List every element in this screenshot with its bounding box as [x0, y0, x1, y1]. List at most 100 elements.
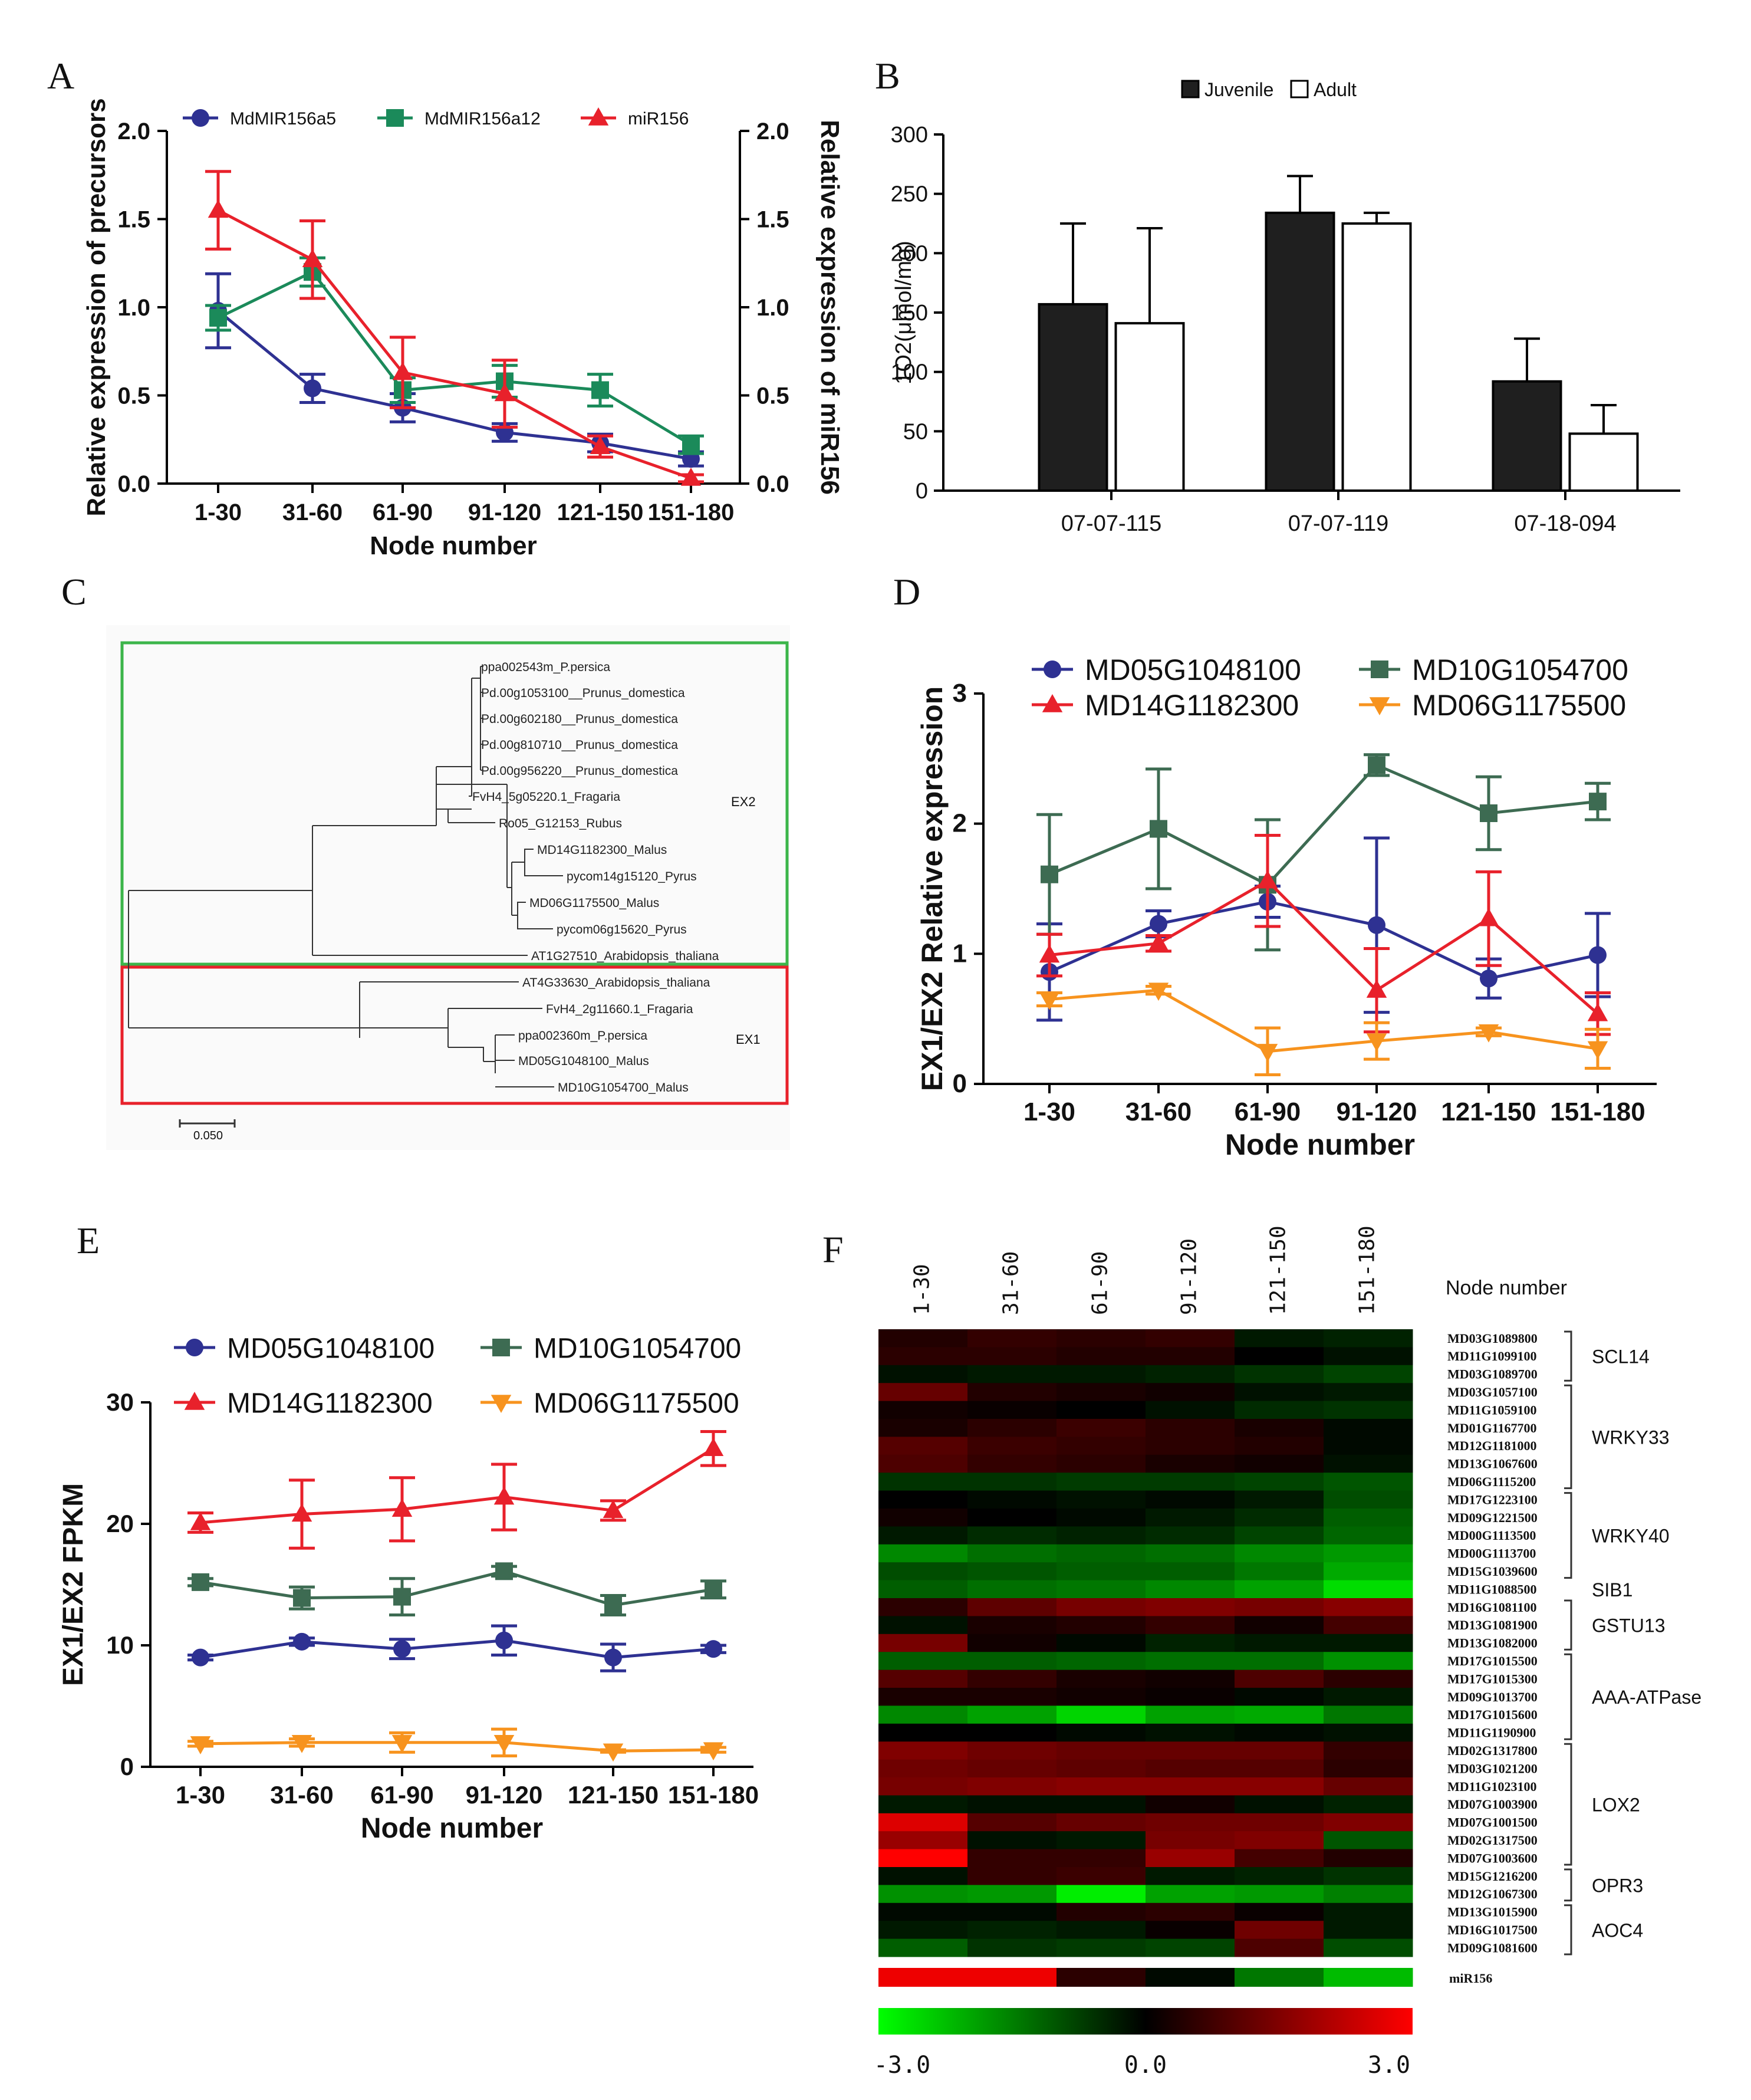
x-tick-label: 1-30 [1023, 1097, 1075, 1126]
legend-marker [492, 1339, 510, 1356]
data-point [1257, 870, 1278, 889]
heatmap-cell [1056, 1383, 1146, 1402]
row-label: MD13G1067600 [1447, 1457, 1538, 1471]
heatmap-cell [1056, 1867, 1146, 1885]
y-tick-label-right: 1.5 [756, 207, 789, 233]
heatmap-cell [1146, 1652, 1235, 1671]
data-point [682, 436, 700, 454]
heatmap-cell [878, 1831, 968, 1850]
series-MD14G1182300 [187, 1429, 726, 1550]
row-label: MD17G1015500 [1447, 1654, 1538, 1668]
group-bracket [1564, 1330, 1572, 1382]
mir-cell [878, 1968, 968, 1987]
group-label: LOX2 [1592, 1795, 1640, 1816]
series-line [200, 1741, 714, 1753]
mir-row-label: miR156 [1449, 1971, 1492, 1986]
mir-cell [967, 1968, 1057, 1987]
legend-label: MD14G1182300 [1085, 689, 1299, 722]
heatmap-cell [1324, 1902, 1413, 1921]
heatmap-cell [878, 1454, 968, 1473]
data-point [703, 1438, 724, 1457]
heatmap-cell [967, 1902, 1057, 1921]
heatmap-cell [1324, 1849, 1413, 1868]
data-point [1257, 1044, 1278, 1062]
y-axis-label: EX1/EX2 Relative expression [916, 686, 949, 1091]
heatmap-cell [1324, 1831, 1413, 1850]
heatmap-cell [878, 1688, 968, 1706]
group-bracket [1564, 1868, 1572, 1902]
heatmap-cell [1235, 1867, 1324, 1885]
heatmap-cell [878, 1634, 968, 1652]
row-label: MD09G1013700 [1447, 1690, 1538, 1704]
heatmap-cell [1146, 1383, 1235, 1402]
data-point [302, 249, 323, 268]
x-tick-label: 91-120 [466, 1781, 543, 1809]
bar-Adult [1114, 322, 1185, 492]
x-tick-label: 07-07-119 [1288, 511, 1388, 536]
heatmap-cell [1146, 1723, 1235, 1742]
heatmap-cell [967, 1473, 1057, 1491]
y-tick-label: 0 [916, 479, 928, 504]
legend-label: MD05G1048100 [227, 1333, 435, 1364]
heatmap-cell [1235, 1598, 1324, 1616]
data-point [1480, 804, 1497, 823]
leaf-label: pycom14g15120_Pyrus [567, 870, 697, 883]
heatmap-cell [1146, 1938, 1235, 1957]
heatmap-cell [878, 1921, 968, 1940]
heatmap-cell [1324, 1705, 1413, 1724]
leaf-label: Pd.00g810710__Prunus_domestica [481, 738, 678, 752]
heatmap-cell [1324, 1723, 1413, 1742]
heatmap-cell [967, 1329, 1057, 1348]
column-label: 151-180 [1355, 1225, 1380, 1315]
x-tick-label: 1-30 [176, 1781, 225, 1809]
group-bracket [1564, 1904, 1572, 1956]
heatmap-cell [1324, 1867, 1413, 1885]
data-point [392, 361, 413, 380]
y-tick-label: 250 [891, 182, 928, 207]
row-label: MD03G1089800 [1447, 1331, 1538, 1346]
data-point [705, 1640, 722, 1658]
panel-letter-A: A [47, 55, 74, 97]
data-point [291, 1735, 312, 1753]
heatmap-cell [1146, 1616, 1235, 1635]
data-point [494, 383, 515, 402]
heatmap-cell [1324, 1509, 1413, 1527]
data-point [293, 1589, 311, 1607]
tree-background [106, 625, 790, 1150]
x-tick-label: 121-150 [1441, 1097, 1536, 1126]
series-MD10G1054700 [1036, 753, 1611, 952]
panel-F-heatmap: 1-30 31-60 61-90 91-120 121-150 151-180 Node n… [874, 1225, 1701, 2079]
row-label: MD11G1190900 [1447, 1726, 1536, 1740]
heatmap-cell [1324, 1473, 1413, 1491]
heatmap-cell [1056, 1921, 1146, 1940]
heatmap-cell [967, 1544, 1057, 1563]
row-label: MD12G1181000 [1447, 1438, 1537, 1453]
data-point [603, 1743, 624, 1762]
heatmap-cell [1324, 1741, 1413, 1760]
row-label: MD03G1089700 [1447, 1367, 1538, 1382]
x-tick-label: 151-180 [648, 499, 735, 525]
series-MD06G1175500 [1036, 982, 1611, 1077]
heatmap-cell [1056, 1347, 1146, 1366]
heatmap-cell [1235, 1723, 1324, 1742]
heatmap-cell [967, 1526, 1057, 1545]
data-point [1368, 916, 1385, 934]
heatmap-cell [1324, 1401, 1413, 1419]
heatmap-cell [1235, 1580, 1324, 1599]
heatmap-cell [1056, 1365, 1146, 1383]
heatmap-cell [1146, 1849, 1235, 1868]
heatmap-cell [1146, 1921, 1235, 1940]
heatmap-cell [1235, 1454, 1324, 1473]
y-tick-label-right: 0.5 [756, 383, 789, 409]
leaf-label: Pd.00g956220__Prunus_domestica [481, 764, 678, 778]
y-tick-label: 200 [891, 241, 928, 266]
legend-item-MD14G1182300: MD14G1182300 [174, 1388, 433, 1419]
row-label: MD17G1015600 [1447, 1707, 1538, 1722]
group-label: WRKY33 [1592, 1427, 1670, 1448]
heatmap-cell [1324, 1490, 1413, 1509]
data-point [1366, 1033, 1387, 1052]
heatmap-cell [1235, 1347, 1324, 1366]
legend-label: MdMIR156a12 [424, 109, 541, 129]
heatmap-cell [1146, 1544, 1235, 1563]
data-point [591, 381, 609, 399]
